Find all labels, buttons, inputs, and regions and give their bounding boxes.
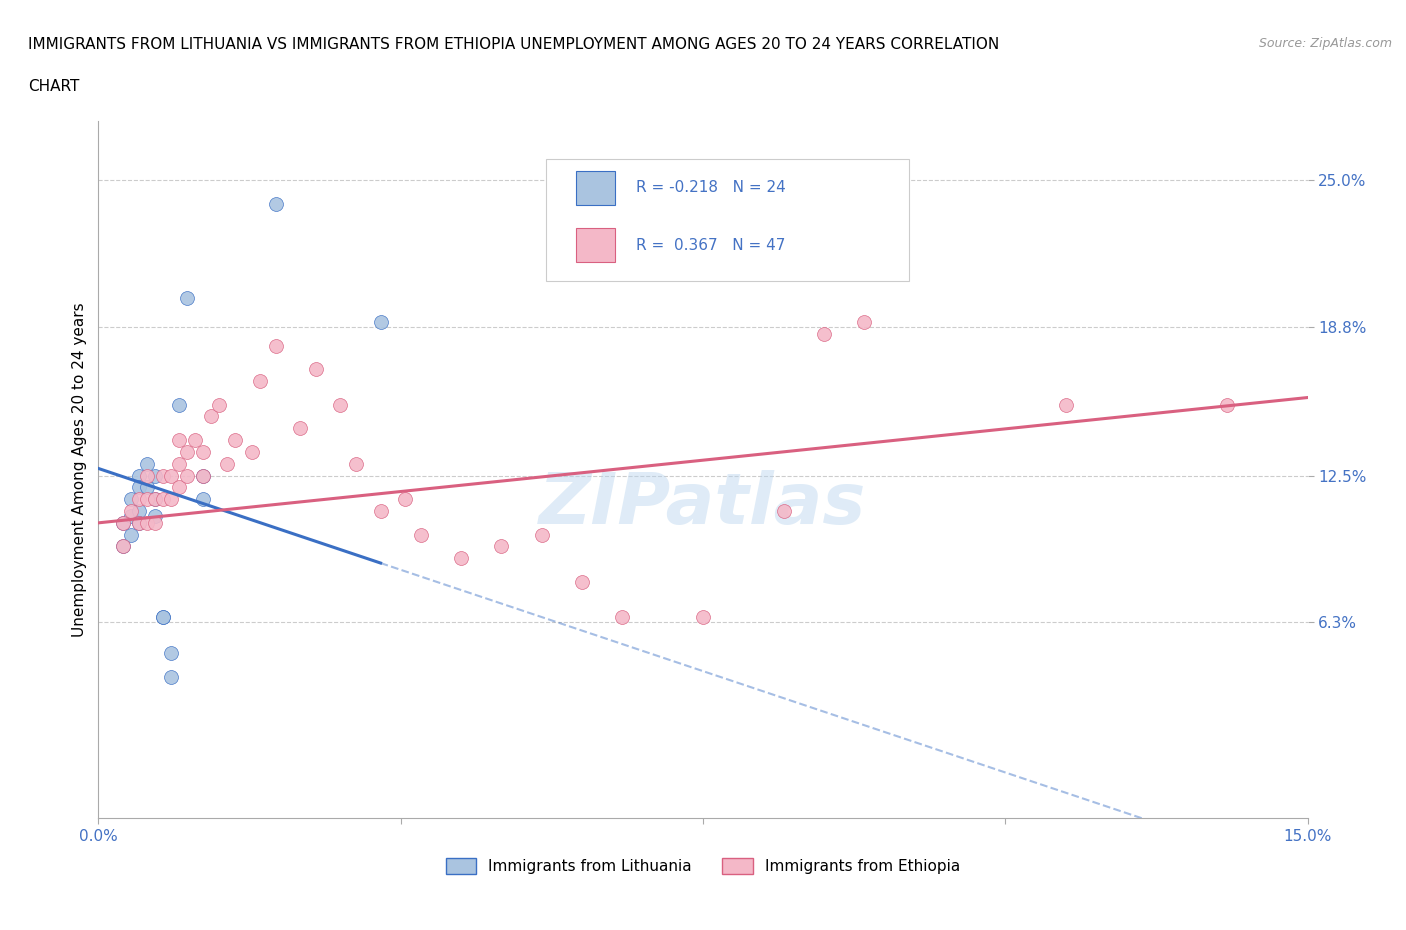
Point [208, 397, 231, 412]
Point [176, 291, 198, 306]
Point [111, 539, 134, 554]
Text: R =  0.367   N = 47: R = 0.367 N = 47 [637, 237, 786, 253]
Point [224, 432, 246, 447]
Bar [576, 171, 614, 205]
Point [128, 515, 150, 530]
Point [305, 362, 328, 377]
Point [128, 480, 150, 495]
Point [409, 527, 432, 542]
Text: CHART: CHART [28, 79, 80, 94]
Point [394, 492, 416, 507]
Text: IMMIGRANTS FROM LITHUANIA VS IMMIGRANTS FROM ETHIOPIA UNEMPLOYMENT AMONG AGES 20: IMMIGRANTS FROM LITHUANIA VS IMMIGRANTS … [28, 37, 1000, 52]
Point [176, 445, 198, 459]
Bar [576, 228, 614, 262]
Point [128, 492, 150, 507]
Point [329, 397, 352, 412]
Point [571, 575, 593, 590]
Point [853, 314, 876, 329]
Point [193, 445, 215, 459]
Point [1216, 397, 1239, 412]
Point [370, 503, 392, 518]
Point [120, 503, 142, 518]
Point [120, 492, 142, 507]
Point [143, 492, 166, 507]
Point [193, 468, 215, 483]
Point [120, 527, 142, 542]
Point [167, 432, 190, 447]
Point [450, 551, 472, 565]
Point [167, 457, 190, 472]
Point [160, 669, 183, 684]
Point [692, 610, 714, 625]
Point [1054, 397, 1077, 412]
Point [193, 492, 215, 507]
Point [193, 468, 215, 483]
Point [160, 492, 183, 507]
Point [167, 480, 190, 495]
Point [370, 314, 392, 329]
Point [143, 509, 166, 524]
Point [240, 445, 263, 459]
Point [128, 515, 150, 530]
Point [264, 339, 287, 353]
Point [152, 492, 174, 507]
Point [184, 432, 207, 447]
Point [143, 515, 166, 530]
Point [772, 503, 794, 518]
Point [152, 610, 174, 625]
Point [160, 468, 183, 483]
Point [288, 421, 311, 436]
Point [217, 457, 239, 472]
Point [167, 397, 190, 412]
Point [111, 515, 134, 530]
Point [135, 492, 157, 507]
Point [200, 409, 222, 424]
Point [135, 480, 157, 495]
Y-axis label: Unemployment Among Ages 20 to 24 years: Unemployment Among Ages 20 to 24 years [72, 302, 87, 637]
Text: ZIPatlas: ZIPatlas [540, 470, 866, 539]
Point [135, 468, 157, 483]
Point [128, 468, 150, 483]
Point [612, 610, 634, 625]
Point [135, 515, 157, 530]
Point [152, 468, 174, 483]
Point [264, 196, 287, 211]
Point [176, 468, 198, 483]
Point [160, 645, 183, 660]
Point [344, 457, 367, 472]
Point [813, 326, 835, 341]
Point [249, 374, 271, 389]
Point [111, 539, 134, 554]
Point [135, 457, 157, 472]
Point [111, 515, 134, 530]
Text: R = -0.218   N = 24: R = -0.218 N = 24 [637, 180, 786, 195]
Point [152, 610, 174, 625]
FancyBboxPatch shape [546, 159, 908, 282]
Point [120, 509, 142, 524]
Point [530, 527, 553, 542]
Point [128, 503, 150, 518]
Text: Source: ZipAtlas.com: Source: ZipAtlas.com [1258, 37, 1392, 50]
Point [143, 468, 166, 483]
Point [143, 492, 166, 507]
Point [491, 539, 513, 554]
Legend: Immigrants from Lithuania, Immigrants from Ethiopia: Immigrants from Lithuania, Immigrants fr… [440, 852, 966, 881]
